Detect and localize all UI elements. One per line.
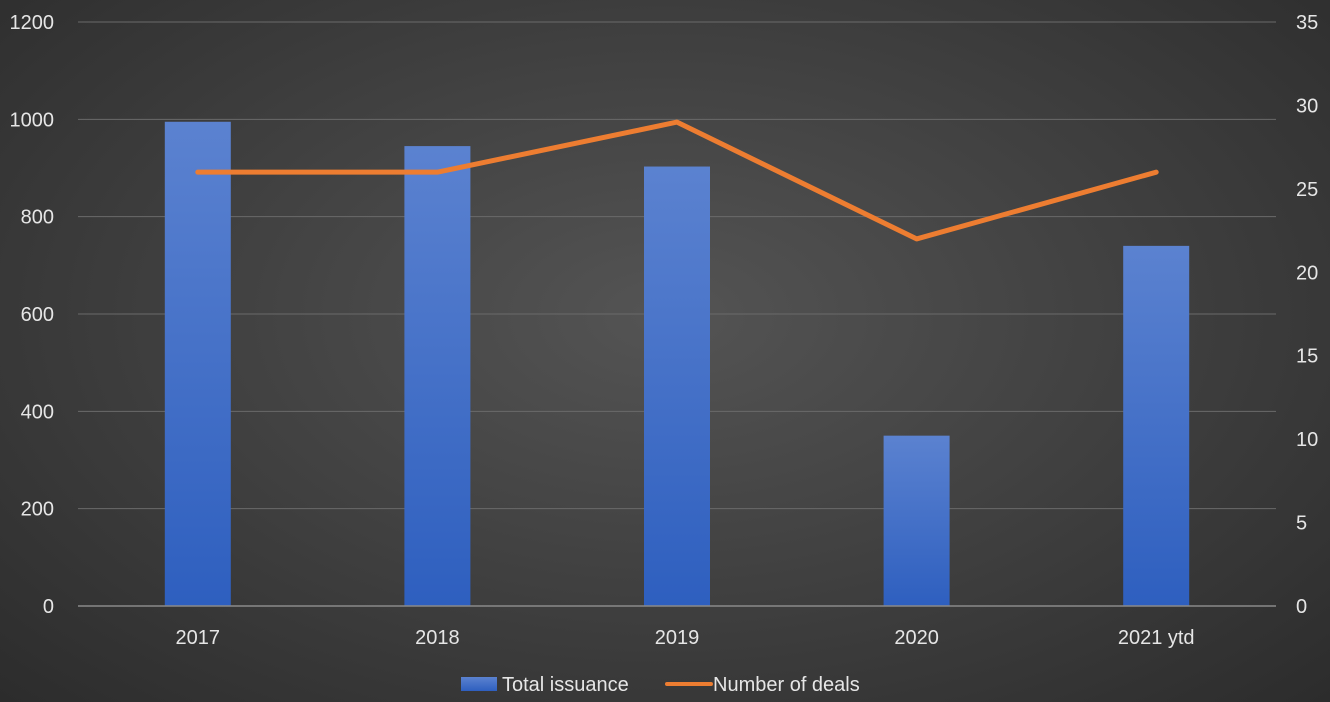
- right-axis-tick-label: 15: [1296, 346, 1318, 368]
- left-axis-tick-label: 1000: [10, 109, 55, 131]
- legend-label-number-of-deals: Number of deals: [713, 674, 860, 696]
- legend-label-total-issuance: Total issuance: [502, 674, 629, 696]
- left-axis-tick-label: 400: [21, 401, 54, 423]
- bar-total-issuance-2018: [404, 146, 471, 606]
- bar-total-issuance-2019: [644, 166, 710, 607]
- x-axis-tick-label: 2017: [176, 627, 221, 649]
- right-y-axis: 0 5 10 15 20 25 30 35: [1296, 12, 1318, 618]
- right-axis-tick-label: 25: [1296, 179, 1318, 201]
- bar-total-issuance-2021-ytd: [1123, 245, 1190, 606]
- left-axis-tick-label: 1200: [10, 12, 55, 34]
- line-series-number-of-deals: [195, 119, 1159, 242]
- left-axis-tick-label: 600: [21, 304, 54, 326]
- x-axis-tick-label: 2021 ytd: [1118, 627, 1195, 649]
- x-axis-tick-label: 2018: [415, 627, 460, 649]
- legend-swatch-total-issuance: [461, 677, 497, 691]
- left-axis-tick-label: 800: [21, 207, 54, 229]
- legend: Total issuance Number of deals: [461, 674, 860, 696]
- left-axis-tick-label: 200: [21, 499, 54, 521]
- left-y-axis: 0 200 400 600 800 1000 1200: [10, 12, 55, 618]
- right-axis-tick-label: 5: [1296, 513, 1307, 535]
- bar-total-issuance-2017: [164, 121, 231, 607]
- x-axis: 2017 2018 2019 2020 2021 ytd: [78, 605, 1276, 649]
- bar-total-issuance-2020: [883, 435, 950, 606]
- right-axis-tick-label: 0: [1296, 596, 1307, 618]
- left-axis-tick-label: 0: [43, 596, 54, 618]
- x-axis-tick-label: 2019: [655, 627, 700, 649]
- right-axis-tick-label: 10: [1296, 429, 1318, 451]
- x-axis-tick-label: 2020: [894, 627, 939, 649]
- right-axis-tick-label: 35: [1296, 12, 1318, 34]
- bar-series-total-issuance: [164, 121, 1190, 607]
- right-axis-tick-label: 20: [1296, 262, 1318, 284]
- right-axis-tick-label: 30: [1296, 95, 1318, 117]
